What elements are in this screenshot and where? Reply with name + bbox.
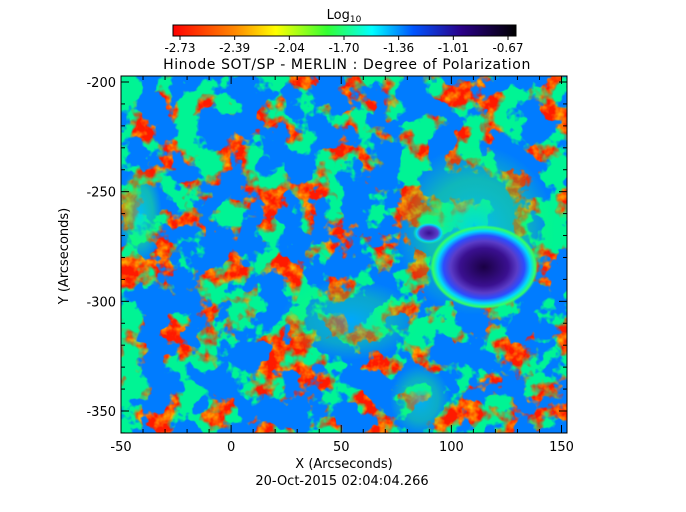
colorbar-tick-label: -1.36 (383, 41, 414, 55)
y-tick-label: -300 (86, 295, 116, 310)
y-tick-label: -350 (86, 405, 116, 420)
y-tick-label: -250 (86, 186, 116, 201)
colorbar (172, 24, 517, 37)
x-tick-label: -50 (110, 440, 131, 455)
colorbar-tick-label: -1.70 (328, 41, 359, 55)
sunspot-umbra (430, 225, 538, 309)
x-tick-label: 150 (549, 440, 574, 455)
colorbar-label: Log10 (327, 8, 362, 25)
map-title: Hinode SOT/SP - MERLIN : Degree of Polar… (163, 57, 531, 73)
colorbar-tick-label: -2.04 (274, 41, 305, 55)
x-tick-label: 100 (439, 440, 464, 455)
x-ticks: -50 0 50 100 150 (110, 76, 574, 455)
colorbar-ticks: -2.73 -2.39 -2.04 -1.70 -1.36 -1.01 -0.67 (164, 36, 524, 55)
polarization-map (121, 76, 567, 433)
y-ticks: -200 -250 -300 -350 (86, 76, 567, 434)
colorbar-tick-label: -0.67 (492, 41, 523, 55)
y-axis-label: Y (Arcseconds) (57, 208, 72, 305)
plot-frame (120, 75, 568, 434)
timestamp: 20-Oct-2015 02:04:04.266 (255, 474, 428, 489)
x-tick-label: 50 (333, 440, 350, 455)
colorbar-tick-label: -2.73 (164, 41, 195, 55)
colorbar-tick-label: -1.01 (438, 41, 469, 55)
pore (413, 222, 445, 244)
x-tick-label: 0 (227, 440, 235, 455)
colorbar-tick-label: -2.39 (219, 41, 250, 55)
y-tick-label: -200 (86, 76, 116, 91)
x-axis-label: X (Arcseconds) (295, 457, 392, 472)
